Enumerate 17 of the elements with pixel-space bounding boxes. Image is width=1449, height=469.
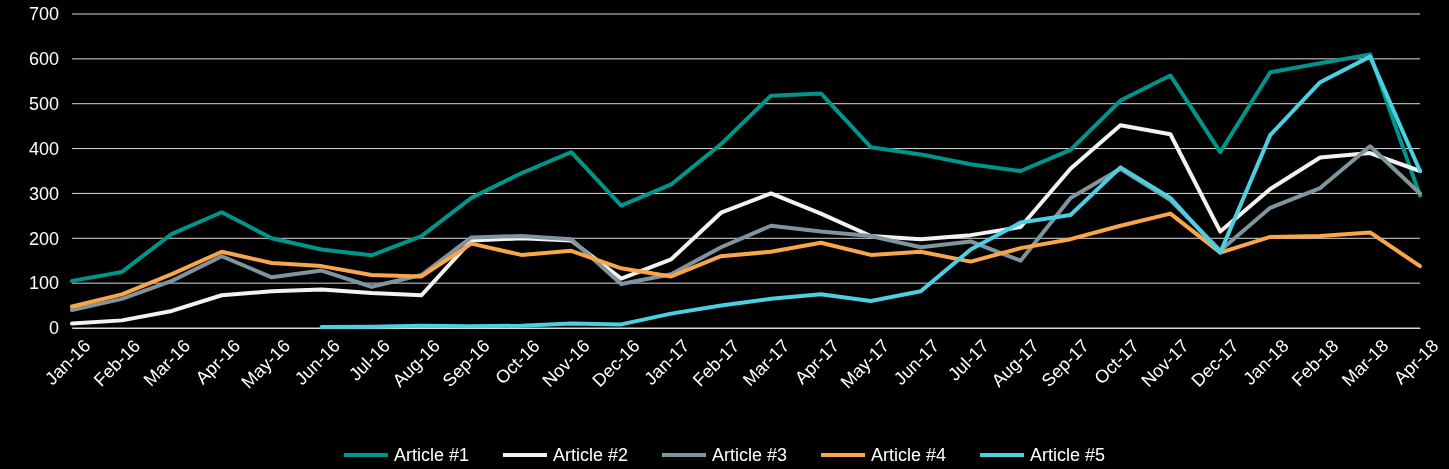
line-series (319, 54, 1422, 330)
y-tick-label: 400 (28, 138, 59, 159)
line-series (70, 211, 1422, 309)
y-tick-label: 300 (28, 183, 59, 204)
y-tick-label: 700 (28, 4, 59, 25)
y-tick-label: 600 (28, 49, 59, 70)
legend-label: Article #2 (552, 445, 628, 466)
legend-label: Article #3 (711, 445, 788, 466)
line-series (70, 52, 1422, 283)
y-tick-label: 100 (28, 273, 59, 294)
line-series (70, 123, 1422, 326)
legend-label: Article #4 (871, 445, 947, 466)
y-tick-label: 0 (48, 318, 59, 339)
y-tick-label: 500 (28, 93, 59, 114)
legend-label: Article #1 (393, 445, 469, 466)
legend-label: Article #5 (1030, 445, 1106, 466)
y-tick-label: 200 (28, 228, 59, 249)
